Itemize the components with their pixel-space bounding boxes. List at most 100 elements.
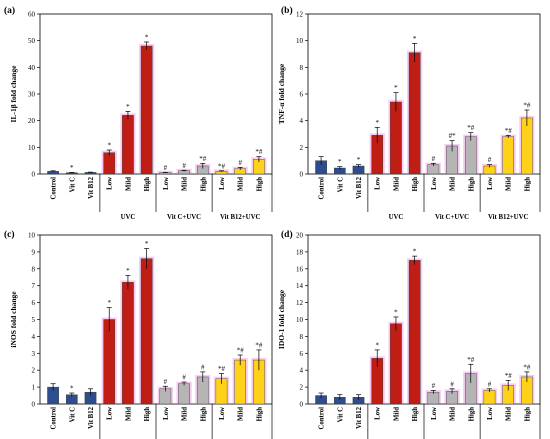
x-tick-label: Vit C [69,177,76,193]
significance-label: * [413,35,417,43]
y-tick-label: 6 [300,350,304,358]
y-tick-label: 0 [300,171,304,179]
x-tick-label: High [144,407,151,422]
x-tick-label: Low [431,177,438,190]
x-tick-label: Vit B12 [356,176,363,198]
bar [103,319,116,405]
x-tick-label: High [256,407,263,422]
y-tick-label: 0 [32,171,36,179]
significance-label: * [126,103,130,111]
x-tick-label: Mild [182,177,189,191]
panel-label: (b) [281,5,293,16]
significance-label: * [107,299,111,307]
significance-label: *# [218,162,226,170]
bar [178,383,190,405]
significance-label: * [394,84,398,92]
y-tick-label: 3 [32,350,36,358]
x-tick-label: Low [487,177,494,190]
significance-label: *# [199,155,207,163]
y-tick-label: 0 [32,401,36,409]
x-tick-label: High [144,177,151,192]
bar [234,359,247,405]
y-tick-label: 2 [32,367,36,375]
y-tick-label: 16 [296,265,304,273]
significance-label: * [70,164,74,172]
y-tick-label: 6 [300,91,304,99]
significance-label: #* [449,132,457,140]
bar [408,52,421,175]
significance-label: # [182,374,186,382]
y-tick-label: 10 [296,37,304,45]
y-tick-label: 0 [300,401,304,409]
y-tick-label: 4 [300,367,304,375]
x-tick-label: Low [431,407,438,420]
x-tick-label: Mild [450,407,457,421]
significance-label: # [432,382,436,390]
panel-label: (d) [281,229,293,240]
x-tick-label: Low [163,407,170,420]
y-tick-label: 5 [32,316,36,324]
bar [122,115,134,175]
y-tick-label: 30 [28,91,36,99]
x-tick-label: Vit C [69,407,76,423]
x-tick-label: Low [375,407,382,420]
x-tick-label: Vit B12 [88,176,95,198]
y-tick-label: 20 [28,117,36,125]
bar [122,282,134,405]
significance-label: # [164,164,168,172]
group-label: Vit B12+UVC [488,214,529,221]
significance-label: *# [467,356,475,364]
x-tick-label: High [200,177,207,192]
significance-label: # [488,156,492,164]
x-tick-label: Low [219,177,226,190]
x-tick-label: Mild [238,177,245,191]
x-tick-label: High [412,177,419,192]
x-tick-label: High [200,407,207,422]
y-tick-label: 1 [32,384,36,392]
y-axis-label: IL-1β fold change [9,65,18,123]
x-tick-label: Mild [506,177,513,191]
panel-label: (c) [4,229,15,240]
x-tick-label: Low [107,407,114,420]
significance-label: *# [523,363,531,371]
x-tick-label: Mild [125,407,132,421]
bar [390,323,402,405]
x-tick-label: High [468,177,475,192]
x-tick-label: Low [487,407,494,420]
x-tick-label: High [256,177,263,192]
y-tick-label: 6 [32,299,36,307]
significance-label: * [338,158,342,166]
y-tick-label: 40 [28,64,36,72]
group-label: Vit C+UVC [435,214,469,221]
x-tick-label: Mild [506,407,513,421]
y-axis-label: TNF-α fold change [277,63,286,124]
y-tick-label: 2 [300,384,304,392]
significance-label: * [70,385,74,393]
significance-label: *# [218,365,226,373]
y-tick-label: 12 [296,299,304,307]
y-tick-label: 20 [296,232,304,240]
y-axis-label: iNOS fold change [9,291,18,348]
significance-label: * [145,240,149,248]
y-tick-label: 12 [296,11,304,19]
y-tick-label: 9 [32,248,36,256]
x-tick-label: Low [163,177,170,190]
significance-label: * [375,341,379,349]
bar [103,152,116,175]
significance-label: * [375,119,379,127]
bar [483,390,496,405]
x-tick-label: High [412,407,419,422]
group-label: UVC [389,214,404,221]
y-tick-label: 18 [296,248,304,256]
x-tick-label: Low [219,407,226,420]
x-tick-label: Vit B12 [356,406,363,428]
significance-label: # [488,380,492,388]
significance-label: * [126,267,130,275]
y-tick-label: 10 [296,316,304,324]
significance-label: *# [505,127,513,135]
x-tick-label: Control [51,407,58,430]
significance-label: # [238,159,242,167]
plot-frame [39,13,273,175]
significance-label: * [413,248,417,256]
bar [521,117,533,175]
